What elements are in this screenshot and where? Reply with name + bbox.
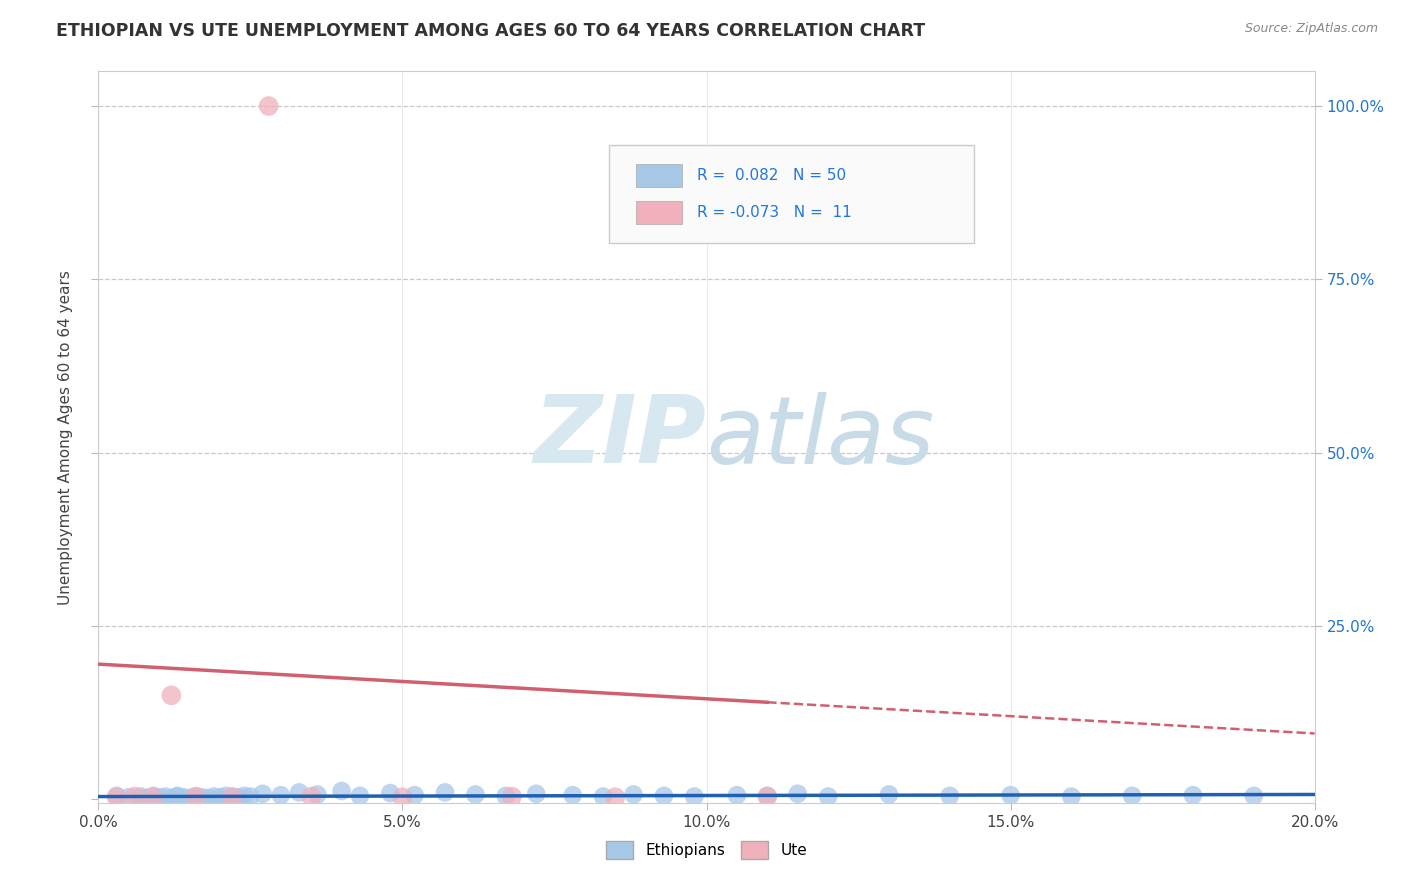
Point [239, 789, 262, 804]
Point [1121, 789, 1143, 803]
Point [221, 790, 243, 805]
Point [179, 791, 201, 805]
Point [166, 789, 188, 804]
Point [148, 790, 170, 805]
Point [652, 789, 675, 803]
Point [756, 789, 779, 803]
Point [197, 791, 219, 805]
Text: R = -0.073   N =  11: R = -0.073 N = 11 [697, 205, 852, 220]
Point [786, 787, 808, 801]
Y-axis label: Unemployment Among Ages 60 to 64 years: Unemployment Among Ages 60 to 64 years [58, 269, 73, 605]
Point [118, 790, 141, 805]
Point [160, 689, 183, 703]
Point [257, 99, 280, 113]
Text: atlas: atlas [707, 392, 935, 483]
Point [105, 790, 128, 805]
Bar [636, 163, 682, 187]
Point [209, 790, 232, 805]
Bar [636, 201, 682, 224]
Point [349, 789, 371, 803]
Point [270, 788, 292, 802]
Point [524, 787, 547, 801]
Point [307, 788, 329, 802]
Point [160, 791, 183, 805]
Point [124, 789, 146, 804]
Text: Source: ZipAtlas.com: Source: ZipAtlas.com [1244, 22, 1378, 36]
Point [725, 788, 748, 802]
Point [142, 790, 165, 805]
FancyBboxPatch shape [609, 145, 974, 244]
Point [221, 789, 243, 804]
Point [817, 789, 839, 804]
Point [299, 789, 322, 804]
Point [501, 789, 523, 804]
Point [233, 789, 256, 803]
Point [877, 788, 900, 802]
Point [1182, 788, 1205, 802]
Point [1060, 789, 1083, 804]
Point [495, 789, 517, 803]
Point [404, 788, 426, 802]
Point [464, 788, 486, 802]
Point [215, 789, 238, 803]
Point [173, 790, 195, 805]
Point [191, 790, 214, 805]
Point [166, 789, 188, 803]
Text: ZIP: ZIP [534, 391, 707, 483]
Point [391, 790, 413, 805]
Point [434, 785, 457, 799]
Point [288, 785, 311, 799]
Point [202, 789, 225, 804]
Point [939, 789, 962, 803]
Point [592, 789, 614, 804]
Point [756, 789, 779, 804]
Point [330, 784, 353, 798]
Point [380, 786, 402, 800]
Point [184, 789, 207, 804]
Point [155, 789, 177, 804]
Point [1243, 789, 1265, 803]
Point [136, 791, 159, 805]
Point [623, 788, 645, 802]
Point [142, 789, 165, 803]
Point [105, 789, 128, 803]
Point [561, 788, 583, 802]
Point [184, 789, 207, 804]
Point [1000, 788, 1022, 802]
Point [252, 787, 274, 801]
Point [129, 789, 152, 804]
Legend: Ethiopians, Ute: Ethiopians, Ute [600, 835, 813, 864]
Text: R =  0.082   N = 50: R = 0.082 N = 50 [697, 168, 846, 183]
Text: ETHIOPIAN VS UTE UNEMPLOYMENT AMONG AGES 60 TO 64 YEARS CORRELATION CHART: ETHIOPIAN VS UTE UNEMPLOYMENT AMONG AGES… [56, 22, 925, 40]
Point [226, 790, 249, 805]
Point [683, 789, 706, 804]
Point [605, 790, 627, 805]
